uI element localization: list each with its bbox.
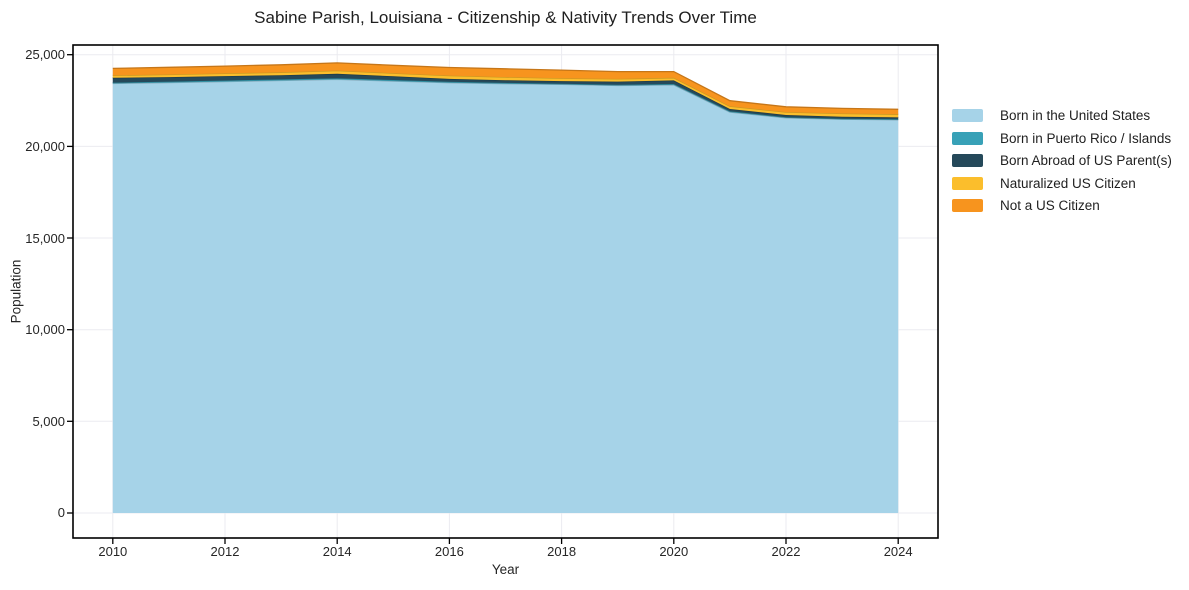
y-tick-label: 5,000 bbox=[32, 413, 65, 429]
x-tick-label: 2010 bbox=[98, 544, 128, 559]
area-series bbox=[112, 62, 899, 115]
x-axis-label: Year bbox=[491, 562, 520, 577]
x-tick-label: 2014 bbox=[322, 544, 352, 559]
area-series bbox=[112, 73, 899, 120]
legend-label: Born Abroad of US Parent(s) bbox=[1000, 153, 1172, 168]
area-series bbox=[112, 79, 899, 514]
x-tick-label: 2024 bbox=[883, 544, 913, 559]
area-edge bbox=[112, 62, 899, 110]
legend: Born in the United States Born in Puerto … bbox=[952, 108, 1172, 222]
x-tick-label: 2012 bbox=[210, 544, 240, 559]
y-tick-label: 10,000 bbox=[25, 322, 65, 338]
legend-item: Naturalized US Citizen bbox=[952, 175, 1172, 191]
legend-swatch-icon bbox=[952, 176, 983, 190]
plot-border bbox=[72, 44, 939, 539]
legend-item: Not a US Citizen bbox=[952, 198, 1172, 213]
legend-label: Naturalized US Citizen bbox=[1000, 175, 1136, 191]
legend-swatch-icon bbox=[952, 131, 983, 145]
x-tick-label: 2018 bbox=[547, 544, 577, 559]
y-tick-label: 0 bbox=[57, 505, 65, 521]
legend-swatch-icon bbox=[952, 109, 983, 122]
legend-label: Born in Puerto Rico / Islands bbox=[1000, 130, 1172, 146]
legend-swatch-icon bbox=[952, 154, 983, 167]
legend-item: Born Abroad of US Parent(s) bbox=[952, 153, 1172, 168]
y-tick-label: 25,000 bbox=[25, 47, 65, 63]
legend-item: Born in the United States bbox=[952, 108, 1172, 123]
legend-item: Born in Puerto Rico / Islands bbox=[952, 130, 1172, 146]
y-axis-label: Population bbox=[8, 259, 24, 324]
y-tick-label: 15,000 bbox=[25, 230, 65, 246]
x-tick-label: 2022 bbox=[771, 544, 801, 559]
legend-label: Born in the United States bbox=[1000, 108, 1151, 123]
x-tick-label: 2016 bbox=[434, 544, 464, 559]
legend-label: Not a US Citizen bbox=[1000, 198, 1100, 213]
x-tick-label: 2020 bbox=[659, 544, 689, 559]
y-tick-label: 20,000 bbox=[25, 138, 65, 154]
legend-swatch-icon bbox=[952, 199, 983, 212]
area-series bbox=[112, 70, 899, 118]
chart-title: Sabine Parish, Louisiana - Citizenship &… bbox=[254, 8, 757, 27]
